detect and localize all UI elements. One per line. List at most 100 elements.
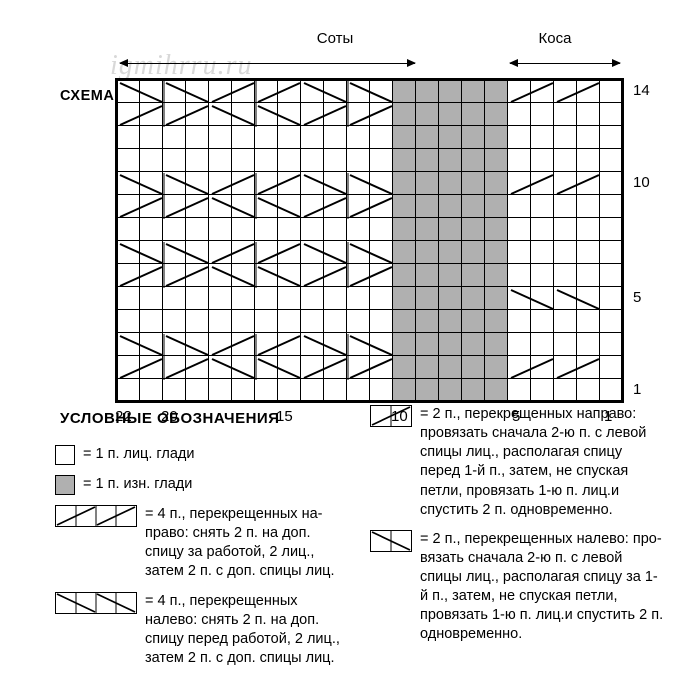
cell bbox=[117, 310, 140, 333]
section-labels-row: Соты Коса bbox=[60, 30, 660, 60]
cell bbox=[462, 80, 485, 103]
cell bbox=[600, 80, 623, 103]
cell bbox=[508, 126, 531, 149]
cell bbox=[439, 287, 462, 310]
cell bbox=[577, 149, 600, 172]
cell bbox=[577, 103, 600, 126]
cell bbox=[324, 149, 347, 172]
cable-symbol bbox=[302, 196, 394, 219]
cell bbox=[531, 195, 554, 218]
cell bbox=[439, 218, 462, 241]
legend-text: = 2 п., перекрещенных направо: провязать… bbox=[420, 405, 665, 520]
cell bbox=[324, 218, 347, 241]
cell bbox=[186, 310, 209, 333]
cell bbox=[508, 379, 531, 402]
cable-symbol bbox=[509, 357, 555, 380]
cable-symbol bbox=[210, 196, 302, 219]
cell bbox=[278, 379, 301, 402]
cable-symbol bbox=[302, 334, 394, 357]
cell bbox=[278, 310, 301, 333]
cell bbox=[255, 287, 278, 310]
cell bbox=[393, 241, 416, 264]
cable-symbol bbox=[555, 173, 601, 196]
cell bbox=[393, 126, 416, 149]
cell bbox=[232, 126, 255, 149]
cable-symbol bbox=[509, 288, 555, 311]
cable-symbol bbox=[118, 81, 210, 104]
cable-symbol bbox=[509, 173, 555, 196]
legend-item: = 2 п., перекрещенных налево: про­вязать… bbox=[370, 530, 665, 645]
cell bbox=[554, 126, 577, 149]
cable-symbol bbox=[118, 242, 210, 265]
cell bbox=[531, 126, 554, 149]
legend-text: = 1 п. лиц. глади bbox=[83, 445, 350, 465]
cell bbox=[255, 126, 278, 149]
cable-symbol bbox=[302, 81, 394, 104]
cell bbox=[370, 126, 393, 149]
arrow-soty bbox=[120, 63, 415, 64]
cell bbox=[186, 287, 209, 310]
cell bbox=[416, 126, 439, 149]
cell bbox=[393, 356, 416, 379]
cell bbox=[301, 218, 324, 241]
cell bbox=[186, 379, 209, 402]
cell bbox=[462, 126, 485, 149]
cell bbox=[531, 310, 554, 333]
cell bbox=[485, 310, 508, 333]
cell bbox=[554, 149, 577, 172]
cell bbox=[531, 241, 554, 264]
cell bbox=[301, 379, 324, 402]
cell bbox=[278, 149, 301, 172]
cell bbox=[554, 241, 577, 264]
cell bbox=[600, 241, 623, 264]
cell bbox=[485, 356, 508, 379]
cell bbox=[462, 241, 485, 264]
cell bbox=[393, 195, 416, 218]
legend-text: = 4 п., перекрещенных на­право: снять 2 … bbox=[145, 505, 350, 582]
cell bbox=[416, 379, 439, 402]
cable-symbol bbox=[302, 104, 394, 127]
legend-text: = 2 п., перекрещенных налево: про­вязать… bbox=[420, 530, 665, 645]
cell bbox=[209, 149, 232, 172]
cell bbox=[117, 126, 140, 149]
cell bbox=[347, 287, 370, 310]
cell bbox=[255, 149, 278, 172]
cell bbox=[600, 264, 623, 287]
cell bbox=[439, 356, 462, 379]
legend-item: = 1 п. изн. глади bbox=[55, 475, 350, 495]
cable-symbol bbox=[118, 173, 210, 196]
cell bbox=[508, 218, 531, 241]
cable-symbol bbox=[118, 265, 210, 288]
cell bbox=[416, 103, 439, 126]
cell bbox=[485, 126, 508, 149]
cell bbox=[232, 287, 255, 310]
cell bbox=[255, 218, 278, 241]
cell bbox=[140, 126, 163, 149]
legend-item: = 4 п., перекрещенных налево: снять 2 п.… bbox=[55, 592, 350, 669]
cell bbox=[393, 103, 416, 126]
legend-text: = 4 п., перекрещенных налево: снять 2 п.… bbox=[145, 592, 350, 669]
cell bbox=[209, 126, 232, 149]
cell bbox=[485, 80, 508, 103]
cell bbox=[577, 241, 600, 264]
cell bbox=[462, 287, 485, 310]
legend-swatch bbox=[370, 530, 412, 645]
cell bbox=[600, 379, 623, 402]
cell bbox=[117, 379, 140, 402]
cell bbox=[186, 149, 209, 172]
cell bbox=[140, 218, 163, 241]
cell bbox=[393, 218, 416, 241]
cell bbox=[140, 149, 163, 172]
cable-symbol bbox=[509, 81, 555, 104]
cell bbox=[416, 310, 439, 333]
section-label-kosa: Коса bbox=[505, 30, 605, 47]
cell bbox=[600, 149, 623, 172]
cell bbox=[393, 379, 416, 402]
cell bbox=[554, 379, 577, 402]
cell bbox=[347, 126, 370, 149]
row-label: 14 bbox=[633, 82, 650, 99]
row-label: 5 bbox=[633, 289, 641, 306]
cell bbox=[485, 218, 508, 241]
legend-title: УСЛОВНЫЕ ОБОЗНАЧЕНИЯ bbox=[60, 410, 279, 427]
cell bbox=[163, 310, 186, 333]
